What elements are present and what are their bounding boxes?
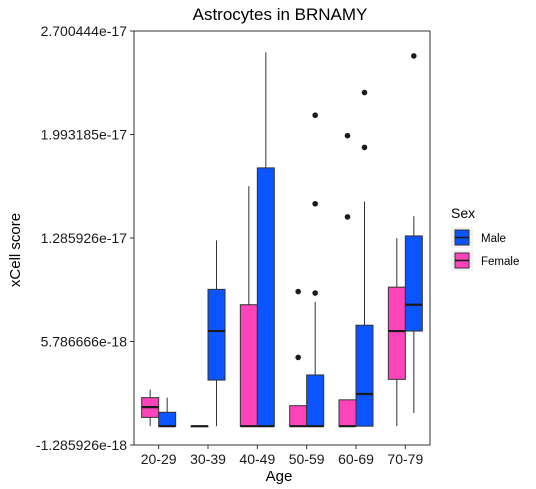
box-body-female-40-49: [239, 304, 258, 427]
y-axis: -1.285926e-18 5.786666e-18 1.285926e-17 1.9…: [36, 23, 134, 453]
x-tick-label-20-29: 20-29: [141, 451, 177, 467]
x-tick-label-60-69: 60-69: [338, 451, 374, 467]
outlier-male-60-69-1: [361, 144, 368, 151]
box-body-male-70-79: [404, 235, 423, 332]
box-female-50-59: [289, 288, 308, 428]
box-male-60-69: [355, 89, 374, 427]
box-male-30-39: [207, 240, 226, 427]
box-male-40-49: [256, 52, 275, 428]
x-axis-title: Age: [266, 468, 293, 485]
box-body-female-60-69: [338, 399, 357, 427]
x-tick-label-50-59: 50-59: [289, 451, 325, 467]
outlier-male-50-59-1: [312, 290, 318, 296]
box-body-male-20-29: [158, 411, 177, 427]
plot-panel-border: [133, 30, 431, 446]
y-tick-label-3: 1.285926e-17: [41, 230, 128, 246]
y-axis-title: xCell score: [7, 213, 24, 287]
box-female-20-29: [141, 389, 160, 427]
box-body-male-60-69: [355, 324, 374, 427]
outlier-female-50-59-1: [295, 354, 301, 361]
legend-label-female: Female: [481, 256, 519, 268]
legend-label-male: Male: [481, 233, 506, 245]
legend: Sex Male Female: [451, 205, 519, 271]
y-tick-label-1: -1.285926e-18: [36, 437, 127, 453]
x-axis: 20-29 30-39 40-49 50-59 60-69 70-79: [141, 445, 423, 467]
box-female-40-49: [239, 186, 258, 428]
outlier-female-60-69-1: [344, 214, 351, 220]
box-body-male-30-39: [207, 288, 226, 381]
outlier-female-60-69-2: [344, 132, 351, 139]
box-male-70-79: [404, 53, 423, 414]
box-body-female-50-59: [289, 405, 308, 427]
chart-title: Astrocytes in BRNAMY: [193, 5, 368, 24]
y-tick-label-2: 5.786666e-18: [41, 334, 128, 350]
x-tick-label-70-79: 70-79: [387, 451, 423, 467]
box-female-30-39: [190, 425, 209, 428]
outlier-male-50-59-3: [312, 112, 318, 119]
y-tick-label-4: 1.993185e-17: [41, 126, 128, 142]
outlier-male-60-69-2: [361, 89, 368, 96]
box-male-50-59: [306, 112, 325, 428]
box-body-male-40-49: [256, 167, 275, 427]
y-tick-label-5: 2.700444e-17: [41, 23, 128, 39]
outlier-male-50-59-2: [312, 200, 318, 207]
box-body-male-50-59: [306, 374, 325, 427]
plot-area: [133, 30, 431, 446]
box-body-female-70-79: [387, 286, 406, 380]
outlier-female-50-59-2: [295, 288, 301, 295]
x-tick-label-40-49: 40-49: [239, 451, 275, 467]
box-male-20-29: [158, 397, 177, 428]
box-female-70-79: [387, 238, 406, 427]
legend-title: Sex: [451, 205, 475, 221]
x-tick-label-30-39: 30-39: [190, 451, 226, 467]
outlier-male-70-79-1: [411, 53, 417, 59]
